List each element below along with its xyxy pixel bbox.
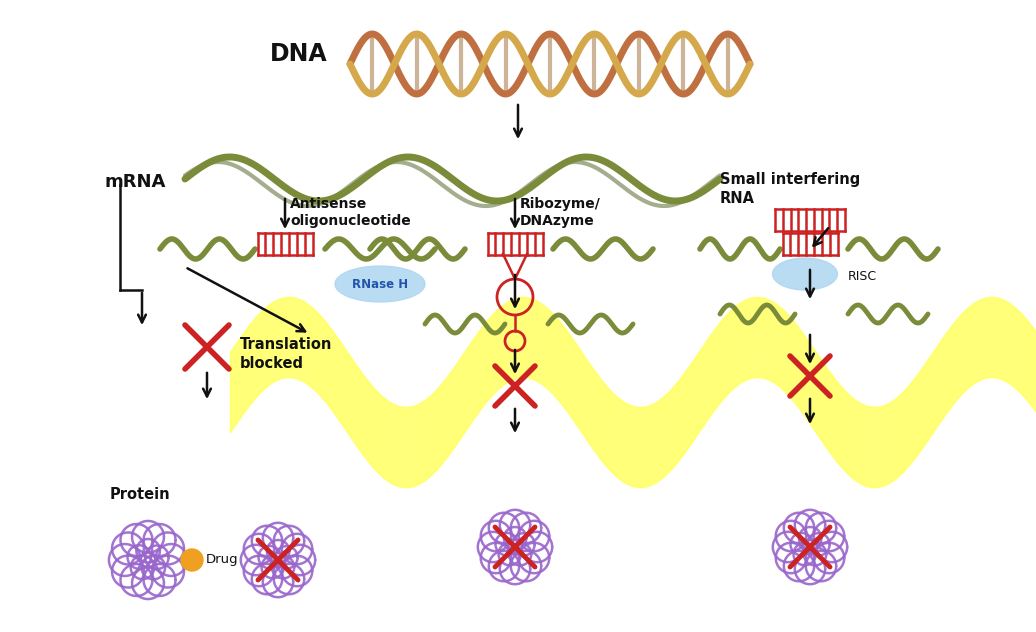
Text: Protein: Protein xyxy=(110,487,171,502)
Circle shape xyxy=(181,549,203,571)
Ellipse shape xyxy=(335,266,425,302)
Text: Drug: Drug xyxy=(206,554,238,566)
Text: RISC: RISC xyxy=(848,269,877,283)
Text: Ribozyme/
DNAzyme: Ribozyme/ DNAzyme xyxy=(520,197,601,228)
Text: Translation
blocked: Translation blocked xyxy=(240,337,333,370)
Text: RNase H: RNase H xyxy=(352,277,408,291)
Text: Antisense
oligonucleotide: Antisense oligonucleotide xyxy=(290,197,410,228)
Text: mRNA: mRNA xyxy=(105,173,167,191)
Text: Small interfering
RNA: Small interfering RNA xyxy=(720,172,860,205)
Text: DNA: DNA xyxy=(270,42,327,66)
Ellipse shape xyxy=(773,258,837,290)
